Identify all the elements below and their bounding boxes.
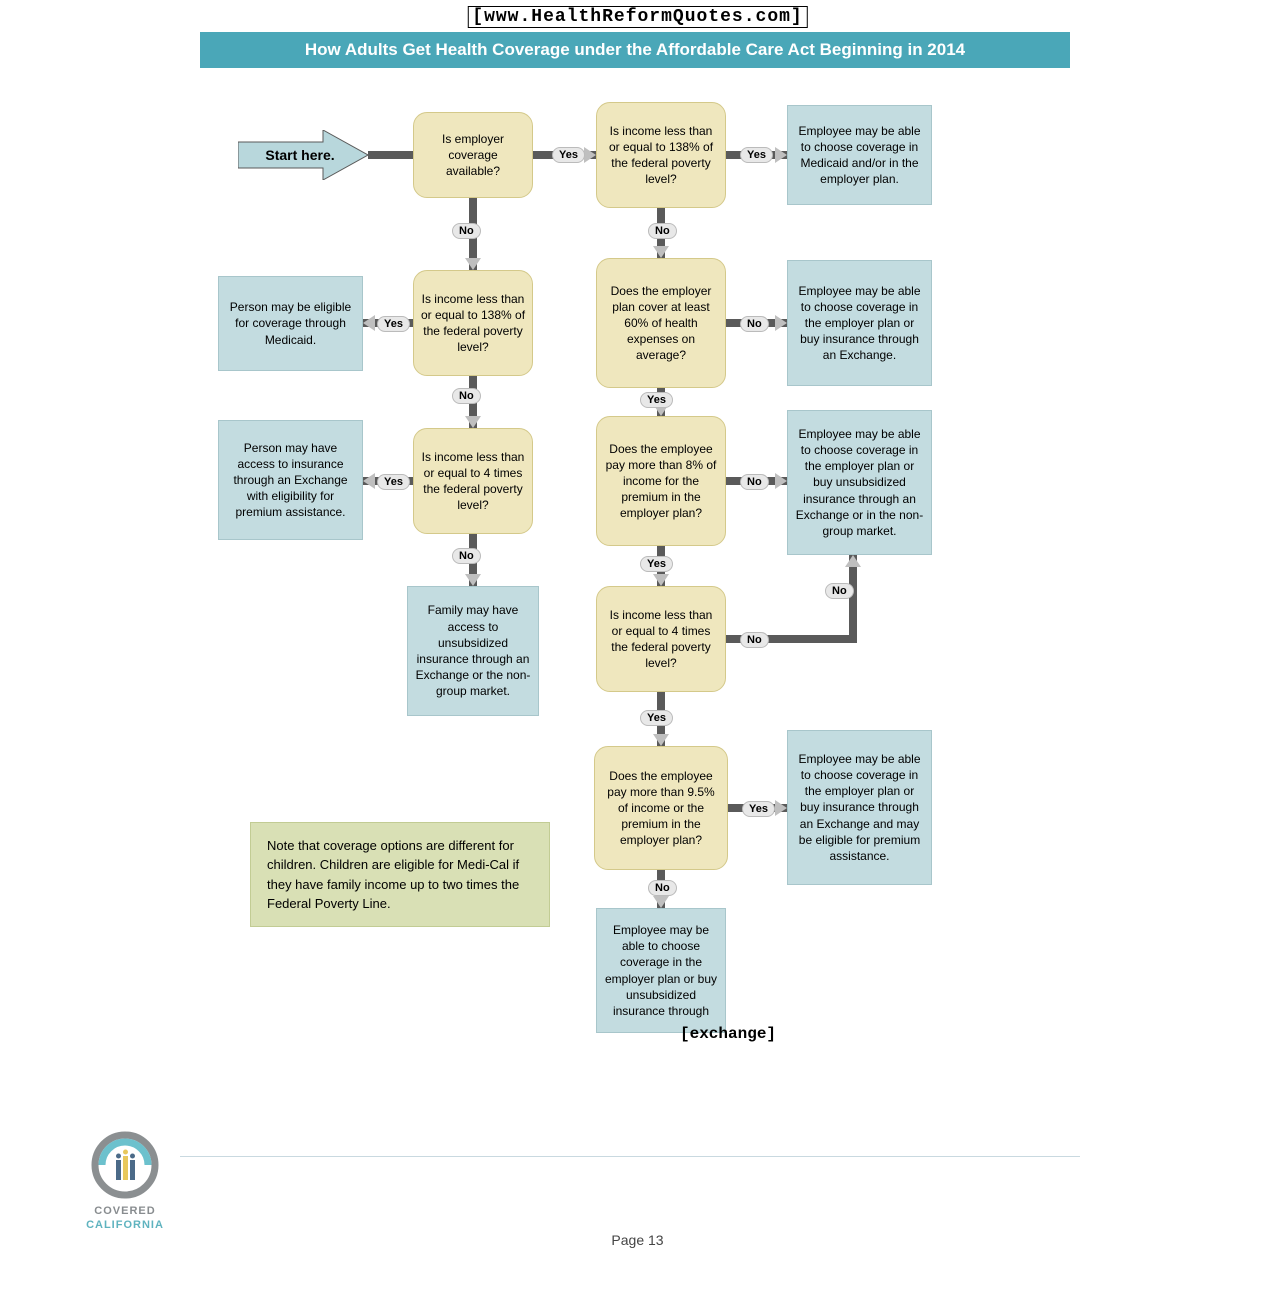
page-title: How Adults Get Health Coverage under the… [200, 32, 1070, 68]
outcome-exchange-premium-assist: Person may have access to insurance thro… [218, 420, 363, 540]
outcome-exchange-maybe-premium-assist: Employee may be able to choose coverage … [787, 730, 932, 885]
decision-income-4x-a: Is income less than or equal to 4 times … [413, 428, 533, 534]
outcome-employer-or-exchange: Employee may be able to choose coverage … [787, 260, 932, 386]
decision-income-138-a: Is income less than or equal to 138% of … [596, 102, 726, 208]
outcome-unsubsidized-exchange: Employee may be able to choose coverage … [787, 410, 932, 555]
page-number: Page 13 [611, 1232, 663, 1248]
edge-label: Yes [640, 710, 673, 726]
edge-label: Yes [740, 147, 773, 163]
decision-income-4x-b: Is income less than or equal to 4 times … [596, 586, 726, 692]
edge-label: Yes [640, 556, 673, 572]
edge-label: No [740, 316, 769, 332]
edge-label: No [648, 223, 677, 239]
edge-label: No [452, 548, 481, 564]
exchange-tag: [exchange] [680, 1025, 776, 1043]
decision-premium-9-5pct: Does the employee pay more than 9.5% of … [594, 746, 728, 870]
edge-label: Yes [377, 474, 410, 490]
edge-label: Yes [742, 801, 775, 817]
logo-line1: COVERED [70, 1204, 180, 1218]
edge-label: Yes [377, 316, 410, 332]
start-node: Start here. [250, 135, 350, 175]
edge-label: No [648, 880, 677, 896]
edge-label: No [740, 474, 769, 490]
outcome-family-unsubsidized: Family may have access to unsubsidized i… [407, 586, 539, 716]
url-bar: [www.HealthReformQuotes.com] [467, 6, 807, 28]
edge-label: No [825, 583, 854, 599]
outcome-medicaid-or-employer: Employee may be able to choose coverage … [787, 105, 932, 205]
outcome-medicaid: Person may be eligible for coverage thro… [218, 276, 363, 371]
decision-income-138-b: Is income less than or equal to 138% of … [413, 270, 533, 376]
footer-divider [180, 1156, 1080, 1157]
edge-label: No [452, 388, 481, 404]
outcome-employer-or-unsubsidized: Employee may be able to choose coverage … [596, 908, 726, 1033]
decision-plan-60pct: Does the employer plan cover at least 60… [596, 258, 726, 388]
edge-label: Yes [640, 392, 673, 408]
edge-label: No [740, 632, 769, 648]
logo-line2: CALIFORNIA [70, 1218, 180, 1232]
decision-premium-8pct: Does the employee pay more than 8% of in… [596, 416, 726, 546]
edge-label: No [452, 223, 481, 239]
covered-california-logo: COVERED CALIFORNIA [70, 1130, 180, 1233]
flowchart-canvas: Start here. Yes Yes No No Yes No No Yes [0, 80, 1275, 1180]
decision-employer-coverage: Is employer coverage available? [413, 112, 533, 198]
edge-label: Yes [552, 147, 585, 163]
note-children-coverage: Note that coverage options are different… [250, 822, 550, 927]
